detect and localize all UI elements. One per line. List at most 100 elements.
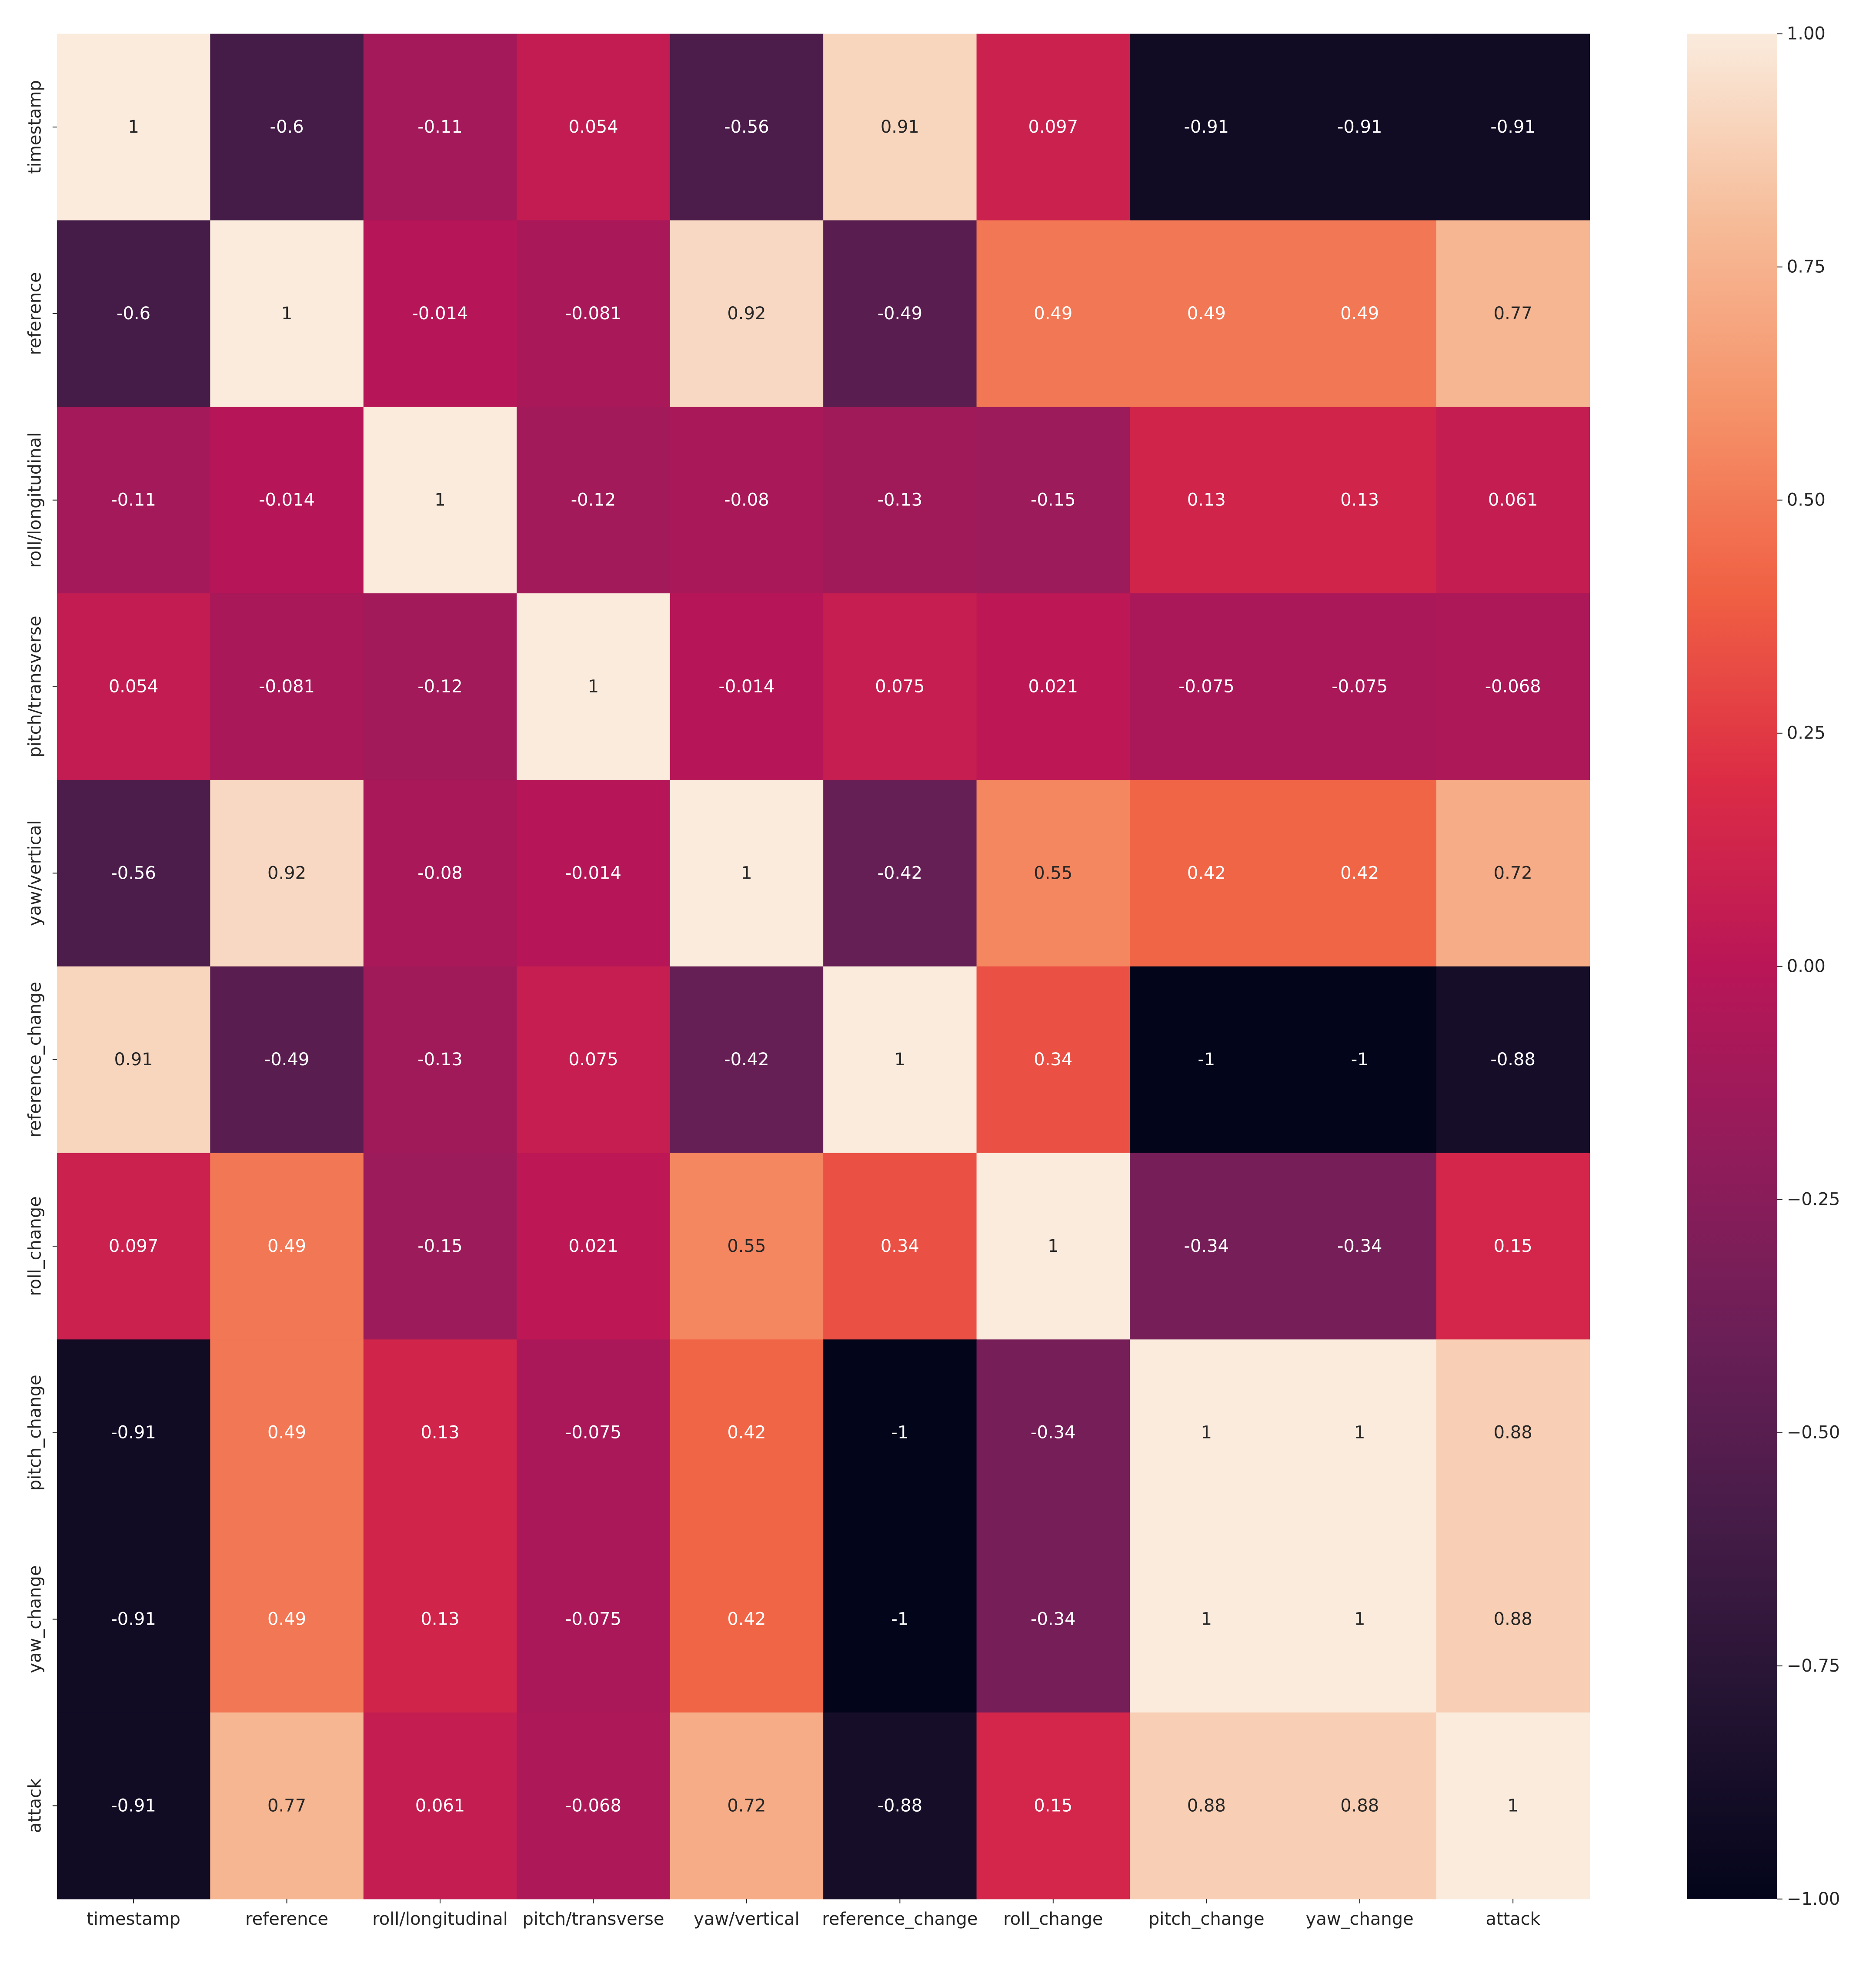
heatmap-cell: [976, 1153, 1130, 1340]
cell-annotation: 0.88: [1187, 1796, 1226, 1816]
heatmap-cell: [823, 33, 977, 221]
cell-annotation: 0.55: [727, 1236, 766, 1256]
cell-annotation: 0.49: [1340, 304, 1379, 324]
heatmap-cell: [363, 1712, 517, 1900]
cell-annotation: -0.075: [1178, 676, 1235, 696]
heatmap-cell: [823, 220, 977, 407]
colorbar-tick-label: 0.75: [1787, 257, 1826, 277]
cell-annotation: -0.56: [724, 117, 769, 137]
heatmap-cell: [57, 1153, 210, 1340]
heatmap-cell: [1130, 966, 1284, 1154]
heatmap-cell: [363, 593, 517, 780]
cell-annotation: -0.34: [1337, 1236, 1382, 1256]
cell-annotation: 0.49: [267, 1236, 306, 1256]
cell-annotation: 0.054: [109, 676, 159, 696]
heatmap-cell: [670, 1153, 824, 1340]
cell-annotation: -0.11: [417, 117, 463, 137]
heatmap-cell: [823, 1339, 977, 1526]
heatmap-cell: [976, 33, 1130, 221]
heatmap-cell: [57, 407, 210, 594]
cell-annotation: 0.49: [1187, 304, 1226, 324]
heatmap-cell: [1436, 33, 1590, 221]
heatmap-cell: [210, 779, 364, 967]
cell-annotation: 0.15: [1034, 1796, 1072, 1816]
cell-annotation: 1: [434, 490, 445, 510]
heatmap-cell: [1436, 407, 1590, 594]
x-tick-label: yaw/vertical: [694, 1909, 800, 1929]
heatmap-cell: [57, 1526, 210, 1713]
heatmap-cell: [670, 1526, 824, 1713]
cell-annotation: -1: [891, 1423, 908, 1443]
heatmap-cell: [517, 1526, 671, 1713]
heatmap-cell: [1130, 1712, 1284, 1900]
heatmap-cell: [1130, 1526, 1284, 1713]
heatmap-cell: [823, 779, 977, 967]
heatmap-cell: [57, 33, 210, 221]
cell-annotation: -0.42: [878, 863, 923, 883]
cell-annotation: 0.42: [1340, 863, 1379, 883]
cell-annotation: 1: [128, 117, 139, 137]
y-tick-label: roll/longitudinal: [25, 432, 45, 568]
cell-annotation: 0.061: [415, 1796, 465, 1816]
cell-annotation: 0.91: [881, 117, 919, 137]
heatmap-cell: [210, 1153, 364, 1340]
x-tick-label: reference_change: [822, 1909, 978, 1929]
heatmap-cell: [976, 966, 1130, 1154]
cell-annotation: -0.014: [259, 490, 315, 510]
heatmap-cell: [823, 1712, 977, 1900]
heatmap-cell: [517, 593, 671, 780]
cell-annotation: 0.075: [568, 1050, 618, 1070]
cell-annotation: -0.91: [1490, 117, 1536, 137]
heatmap-cell: [976, 1526, 1130, 1713]
cell-annotation: -0.075: [565, 1423, 621, 1443]
cell-annotation: -0.13: [417, 1050, 463, 1070]
heatmap-cell: [210, 966, 364, 1154]
cell-annotation: -0.34: [1184, 1236, 1229, 1256]
cell-annotation: 0.021: [568, 1236, 618, 1256]
cell-annotation: -0.56: [111, 863, 156, 883]
heatmap-cell: [1130, 220, 1284, 407]
heatmap-cell: [57, 220, 210, 407]
cell-annotation: -0.075: [565, 1609, 621, 1629]
cell-annotation: -0.88: [1490, 1050, 1536, 1070]
cell-annotation: 0.13: [421, 1609, 459, 1629]
heatmap-cell: [1283, 593, 1437, 780]
heatmap-cell: [1283, 33, 1437, 221]
heatmap-cell: [363, 966, 517, 1154]
y-tick-label: yaw/vertical: [25, 820, 45, 926]
cell-annotation: 1: [1354, 1609, 1365, 1629]
cell-annotation: -0.91: [111, 1796, 156, 1816]
cell-annotation: -0.014: [412, 304, 468, 324]
heatmap-cell: [363, 33, 517, 221]
heatmap-cell: [210, 1712, 364, 1900]
heatmap-cell: [210, 33, 364, 221]
heatmap-cell: [1130, 407, 1284, 594]
heatmap-cell: [57, 779, 210, 967]
heatmap-cell: [1283, 1526, 1437, 1713]
cell-annotation: -0.014: [718, 676, 774, 696]
cell-annotation: -0.081: [565, 304, 621, 324]
cell-annotation: -0.068: [1485, 676, 1541, 696]
cell-annotation: 1: [895, 1050, 905, 1070]
cell-annotation: 1: [1201, 1423, 1212, 1443]
cell-annotation: -0.42: [724, 1050, 769, 1070]
heatmap-cell: [976, 407, 1130, 594]
cell-annotation: 0.075: [875, 676, 925, 696]
cell-annotation: -0.91: [111, 1609, 156, 1629]
heatmap-cell: [976, 779, 1130, 967]
heatmap-cell: [517, 966, 671, 1154]
cell-annotation: 0.13: [1340, 490, 1379, 510]
heatmap-cell: [1283, 966, 1437, 1154]
heatmap-cell: [363, 779, 517, 967]
colorbar: [1687, 33, 1777, 1899]
heatmap-cell: [1436, 966, 1590, 1154]
heatmap-cell: [1436, 220, 1590, 407]
y-tick-label: attack: [25, 1778, 45, 1833]
heatmap-cell: [1130, 1339, 1284, 1526]
cell-annotation: -0.15: [417, 1236, 463, 1256]
heatmap-cell: [57, 966, 210, 1154]
heatmap-cell: [823, 593, 977, 780]
cell-annotation: 0.15: [1494, 1236, 1532, 1256]
